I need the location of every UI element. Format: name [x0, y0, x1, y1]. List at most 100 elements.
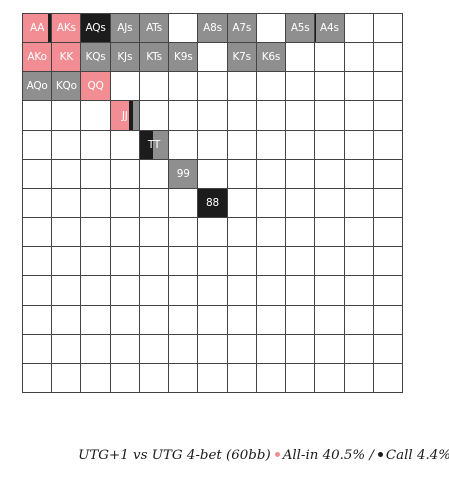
empty-cell	[198, 335, 227, 364]
empty-cell	[315, 218, 344, 247]
hand-label: A5s	[286, 14, 314, 42]
empty-cell	[198, 364, 227, 393]
empty-cell	[169, 218, 198, 247]
empty-cell	[315, 335, 344, 364]
empty-cell	[111, 364, 140, 393]
hand-label: K9s	[169, 43, 197, 71]
empty-cell	[345, 160, 374, 189]
caption-call: Call 4.4%	[386, 448, 449, 463]
empty-cell	[374, 218, 403, 247]
empty-cell	[257, 364, 286, 393]
empty-cell	[257, 218, 286, 247]
allin-dot-icon	[275, 452, 280, 457]
empty-cell	[228, 364, 257, 393]
hand-label: KJs	[111, 43, 139, 71]
hand-cell: KQs	[81, 43, 110, 72]
hand-cell: AKo	[23, 43, 52, 72]
empty-cell	[111, 72, 140, 101]
empty-cell	[23, 364, 52, 393]
empty-cell	[257, 72, 286, 101]
empty-cell	[374, 276, 403, 305]
empty-cell	[315, 131, 344, 160]
empty-cell	[81, 306, 110, 335]
empty-cell	[345, 72, 374, 101]
empty-cell	[140, 247, 169, 276]
hand-cell: TT	[140, 131, 169, 160]
empty-cell	[140, 72, 169, 101]
empty-cell	[81, 101, 110, 130]
empty-cell	[286, 364, 315, 393]
empty-cell	[169, 72, 198, 101]
empty-cell	[52, 189, 81, 218]
empty-cell	[345, 364, 374, 393]
hand-label: AA	[23, 14, 51, 42]
empty-cell	[23, 189, 52, 218]
hand-cell: KK	[52, 43, 81, 72]
hand-label: AQs	[81, 14, 109, 42]
empty-cell	[169, 364, 198, 393]
caption-allin: All-in 40.5% /	[283, 448, 374, 463]
empty-cell	[228, 160, 257, 189]
empty-cell	[257, 160, 286, 189]
hand-label: A8s	[198, 14, 226, 42]
empty-cell	[169, 101, 198, 130]
empty-cell	[140, 335, 169, 364]
hand-cell: A5s	[286, 14, 315, 43]
empty-cell	[140, 218, 169, 247]
empty-cell	[198, 43, 227, 72]
empty-cell	[198, 131, 227, 160]
empty-cell	[257, 14, 286, 43]
empty-cell	[286, 72, 315, 101]
empty-cell	[23, 101, 52, 130]
hand-range-grid: AA AKs AQs AJs ATs A8s A7s A5s A4s AKo KK KQs KJs KTs…	[22, 13, 403, 393]
empty-cell	[52, 160, 81, 189]
empty-cell	[257, 306, 286, 335]
hand-label: KQs	[81, 43, 109, 71]
empty-cell	[52, 306, 81, 335]
empty-cell	[81, 364, 110, 393]
empty-cell	[286, 276, 315, 305]
caption-text: UTG+1 vs UTG 4-bet (60bb) All-in 40.5% / C…	[78, 448, 449, 463]
empty-cell	[198, 101, 227, 130]
hand-cell: A8s	[198, 14, 227, 43]
empty-cell	[52, 218, 81, 247]
hand-label: QQ	[81, 72, 109, 100]
empty-cell	[169, 335, 198, 364]
empty-cell	[169, 247, 198, 276]
empty-cell	[374, 335, 403, 364]
hand-cell: AQo	[23, 72, 52, 101]
empty-cell	[345, 43, 374, 72]
empty-cell	[257, 335, 286, 364]
empty-cell	[315, 101, 344, 130]
empty-cell	[286, 335, 315, 364]
empty-cell	[257, 131, 286, 160]
hand-label: AQo	[23, 72, 51, 100]
hand-label: AJs	[111, 14, 139, 42]
empty-cell	[286, 218, 315, 247]
empty-cell	[374, 43, 403, 72]
empty-cell	[111, 247, 140, 276]
empty-cell	[315, 43, 344, 72]
empty-cell	[228, 218, 257, 247]
empty-cell	[140, 101, 169, 130]
empty-cell	[286, 131, 315, 160]
empty-cell	[169, 189, 198, 218]
empty-cell	[81, 276, 110, 305]
hand-cell: K6s	[257, 43, 286, 72]
empty-cell	[140, 160, 169, 189]
empty-cell	[257, 276, 286, 305]
empty-cell	[52, 101, 81, 130]
empty-cell	[374, 247, 403, 276]
empty-cell	[198, 72, 227, 101]
hand-label: 88	[198, 189, 226, 217]
hand-label: K7s	[228, 43, 256, 71]
empty-cell	[111, 131, 140, 160]
empty-cell	[198, 160, 227, 189]
empty-cell	[23, 276, 52, 305]
empty-cell	[111, 160, 140, 189]
empty-cell	[374, 72, 403, 101]
hand-label: KK	[52, 43, 80, 71]
empty-cell	[228, 131, 257, 160]
empty-cell	[286, 101, 315, 130]
hand-label: JJ	[111, 101, 139, 129]
